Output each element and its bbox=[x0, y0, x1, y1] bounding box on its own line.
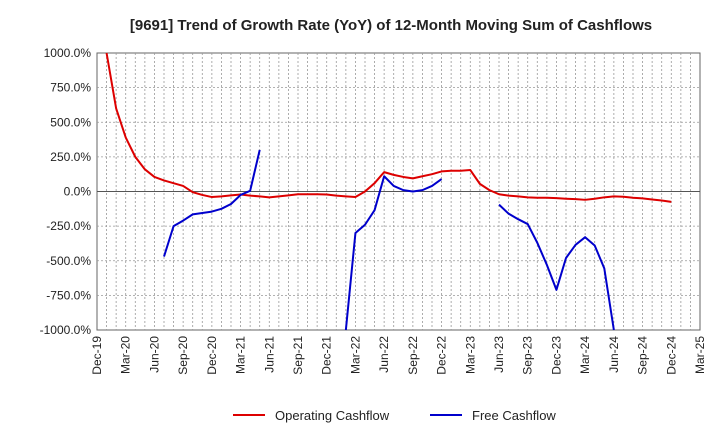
y-tick-label: -750.0% bbox=[46, 288, 91, 302]
x-tick-label: Sep-23 bbox=[521, 336, 535, 375]
horizontal-gridlines bbox=[97, 87, 700, 296]
y-tick-label: 0.0% bbox=[64, 185, 92, 199]
x-tick-label: Sep-22 bbox=[406, 336, 420, 375]
x-tick-label: Mar-23 bbox=[463, 336, 477, 374]
x-tick-label: Dec-22 bbox=[435, 336, 449, 375]
x-tick-label: Jun-21 bbox=[262, 336, 276, 373]
y-tick-label: 750.0% bbox=[50, 81, 91, 95]
operating-cashflow-line bbox=[105, 52, 672, 203]
x-tick-label: Mar-20 bbox=[119, 336, 133, 374]
free-cashflow-line bbox=[163, 149, 261, 257]
x-tick-label: Jun-20 bbox=[147, 336, 161, 373]
x-tick-label: Dec-21 bbox=[320, 336, 334, 375]
x-tick-label: Mar-25 bbox=[693, 336, 707, 374]
free-cashflow-line bbox=[344, 175, 443, 331]
x-tick-label: Dec-19 bbox=[90, 336, 104, 375]
x-tick-label: Mar-21 bbox=[234, 336, 248, 374]
x-axis-tick-labels: Dec-19 Mar-20 Jun-20 Sep-20 Dec-20 Mar-21 Jun-… bbox=[90, 336, 707, 375]
y-tick-label: 500.0% bbox=[50, 115, 91, 129]
x-tick-label: Mar-22 bbox=[348, 336, 362, 374]
x-tick-label: Sep-20 bbox=[176, 336, 190, 375]
x-tick-label: Dec-23 bbox=[549, 336, 563, 375]
series-lines bbox=[105, 52, 672, 331]
legend-label-free-cashflow: Free Cashflow bbox=[472, 408, 556, 423]
free-cashflow-line bbox=[498, 203, 615, 331]
series-group bbox=[105, 52, 672, 331]
x-tick-label: Sep-21 bbox=[291, 336, 305, 375]
legend-label-operating-cashflow: Operating Cashflow bbox=[275, 408, 390, 423]
x-tick-label: Jun-22 bbox=[377, 336, 391, 373]
y-tick-label: 1000.0% bbox=[44, 46, 92, 60]
chart-title: [9691] Trend of Growth Rate (YoY) of 12-… bbox=[130, 17, 652, 34]
y-tick-label: -500.0% bbox=[46, 254, 91, 268]
y-tick-label: 250.0% bbox=[50, 150, 91, 164]
y-tick-label: -1000.0% bbox=[40, 323, 92, 337]
x-tick-label: Dec-20 bbox=[205, 336, 219, 375]
x-tick-label: Jun-23 bbox=[492, 336, 506, 373]
x-tick-label: Sep-24 bbox=[636, 336, 650, 375]
x-tick-label: Dec-24 bbox=[664, 336, 678, 375]
legend: Operating Cashflow Free Cashflow bbox=[233, 408, 556, 423]
y-tick-label: -250.0% bbox=[46, 219, 91, 233]
y-axis-tick-labels: 1000.0% 750.0% 500.0% 250.0% 0.0% -250.0% -500… bbox=[40, 46, 92, 337]
x-tick-label: Mar-24 bbox=[578, 336, 592, 374]
x-tick-label: Jun-24 bbox=[607, 336, 621, 373]
